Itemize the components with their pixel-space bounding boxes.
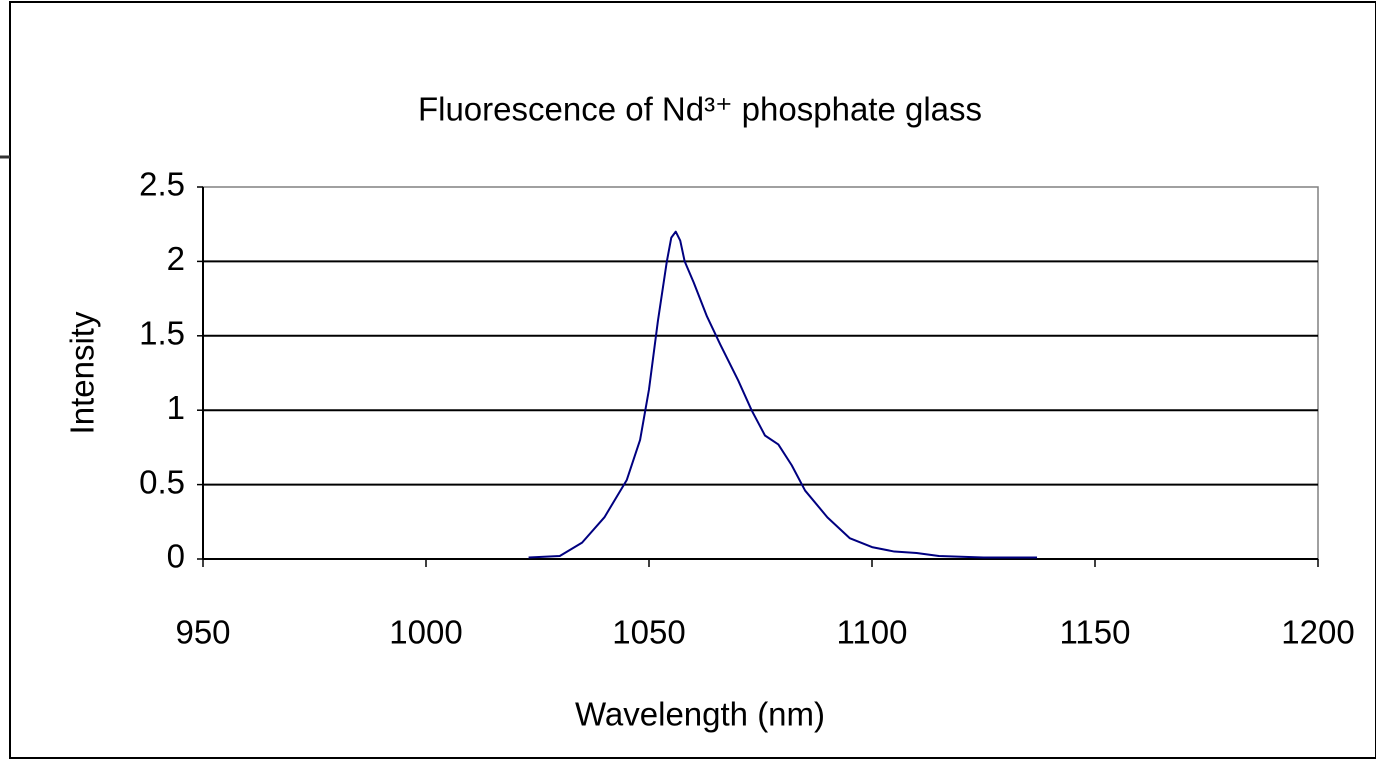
- y-axis-title: Intensity: [64, 311, 101, 434]
- x-tick-label: 1150: [1060, 614, 1131, 651]
- x-tick-label: 1050: [612, 614, 685, 651]
- x-tick-label: 1000: [389, 614, 462, 651]
- data-line: [528, 230, 1038, 559]
- y-tick-label: 1.5: [139, 315, 185, 352]
- y-tick-label: 0: [167, 538, 185, 575]
- y-tick-label: 2.5: [139, 166, 185, 203]
- chart-frame: [9, 1, 1376, 759]
- x-tick-label: 1100: [837, 614, 908, 651]
- y-tick-label: 2: [167, 240, 185, 277]
- chart-title: Fluorescence of Nd³⁺ phosphate glass: [418, 91, 982, 128]
- x-tick-label: 1200: [1281, 614, 1354, 651]
- x-axis-title: Wavelength (nm): [575, 696, 825, 733]
- y-tick-label: 0.5: [139, 463, 185, 500]
- plot-area: [202, 186, 1319, 560]
- y-tick-label: 1: [167, 389, 185, 426]
- x-tick-label: 950: [175, 614, 230, 651]
